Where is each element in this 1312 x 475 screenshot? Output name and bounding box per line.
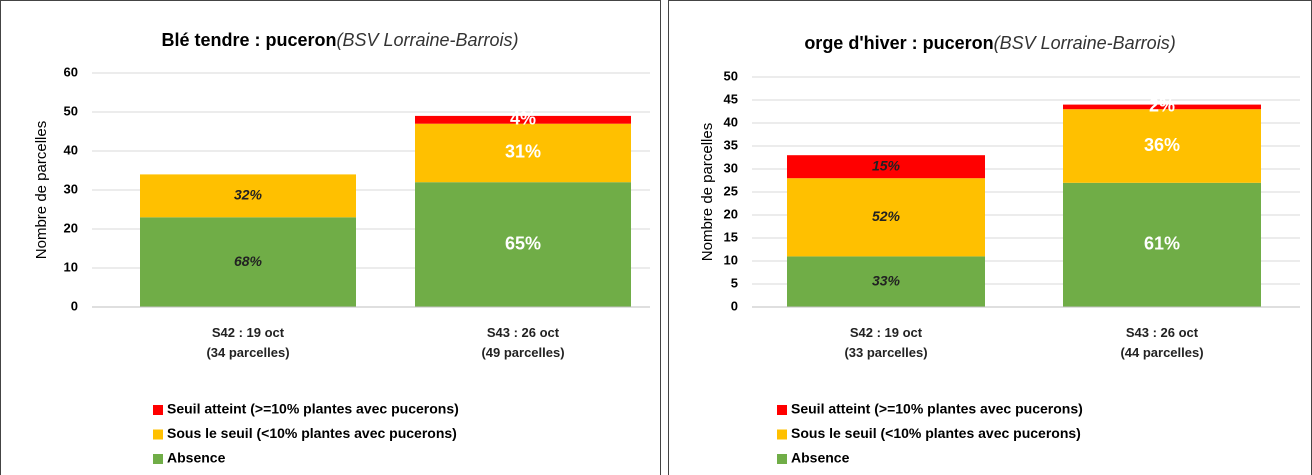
value-label: 65% (505, 233, 541, 253)
legend-swatch (777, 405, 787, 415)
y-tick-label: 30 (64, 181, 78, 196)
y-tick-label: 5 (731, 275, 738, 290)
value-label: 4% (510, 109, 536, 129)
y-tick-label: 0 (731, 298, 738, 313)
y-tick-label: 10 (64, 259, 78, 274)
y-tick-label: 40 (64, 142, 78, 157)
x-tick-label: S42 : 19 oct (33 parcelles) (844, 325, 928, 360)
value-label: 32% (234, 187, 263, 203)
bar-segment (415, 115, 631, 124)
bar-segment (415, 123, 631, 183)
legend-swatch (777, 429, 787, 440)
legend-label: Absence (167, 450, 226, 466)
bar-segment (140, 174, 356, 218)
y-tick-label: 30 (724, 160, 738, 175)
x-tick-label: S42 : 19 oct (34 parcelles) (206, 325, 290, 360)
legend-swatch (153, 405, 163, 415)
y-tick-label: 60 (64, 64, 78, 79)
y-tick-label: 10 (724, 252, 738, 267)
y-axis-label: Nombre de parcelles (699, 123, 716, 261)
y-tick-label: 50 (64, 103, 78, 118)
title-sub: (BSV Lorraine-Barrois) (336, 30, 518, 50)
y-tick-label: 25 (724, 183, 738, 198)
chart-title: Blé tendre : puceron(BSV Lorraine-Barroi… (161, 30, 518, 50)
legend-swatch (777, 454, 787, 464)
y-tick-label: 20 (724, 206, 738, 221)
y-tick-label: 45 (724, 91, 738, 106)
title-main: Blé tendre : puceron (161, 30, 336, 50)
y-tick-label: 15 (724, 229, 738, 244)
bar-segment (140, 217, 356, 307)
x-tick-label: S43 : 26 oct (49 parcelles) (481, 325, 565, 360)
y-tick-label: 35 (724, 137, 738, 152)
legend-swatch (153, 429, 163, 440)
bar-segment (1063, 104, 1261, 110)
value-label: 33% (872, 272, 901, 288)
value-label: 31% (505, 142, 541, 162)
legend-label: Seuil atteint (>=10% plantes avec pucero… (167, 401, 459, 417)
value-label: 68% (234, 253, 263, 269)
y-tick-label: 50 (724, 68, 738, 83)
y-tick-label: 0 (71, 298, 78, 313)
title-sub: (BSV Lorraine-Barrois) (994, 33, 1176, 53)
legend-swatch (153, 454, 163, 464)
legend-label: Seuil atteint (>=10% plantes avec pucero… (791, 401, 1083, 417)
y-tick-label: 40 (724, 114, 738, 129)
y-axis-label: Nombre de parcelles (33, 121, 50, 259)
x-tick-label: S43 : 26 oct (44 parcelles) (1120, 325, 1204, 360)
bar-segment (787, 155, 985, 179)
bar-segment (1063, 109, 1261, 183)
bar-segment (1063, 182, 1261, 307)
y-tick-label: 20 (64, 220, 78, 235)
value-label: 61% (1144, 234, 1180, 254)
value-label: 15% (872, 157, 901, 173)
value-label: 52% (872, 208, 901, 224)
bar-segment (415, 182, 631, 307)
legend-label: Absence (791, 450, 850, 466)
bar-segment (787, 256, 985, 307)
value-label: 2% (1149, 96, 1175, 116)
legend-label: Sous le seuil (<10% plantes avec puceron… (791, 425, 1081, 441)
value-label: 36% (1144, 135, 1180, 155)
chart-title: orge d'hiver : puceron(BSV Lorraine-Barr… (804, 33, 1175, 53)
title-main: orge d'hiver : puceron (804, 33, 993, 53)
bar-segment (787, 178, 985, 257)
legend-label: Sous le seuil (<10% plantes avec puceron… (167, 425, 457, 441)
